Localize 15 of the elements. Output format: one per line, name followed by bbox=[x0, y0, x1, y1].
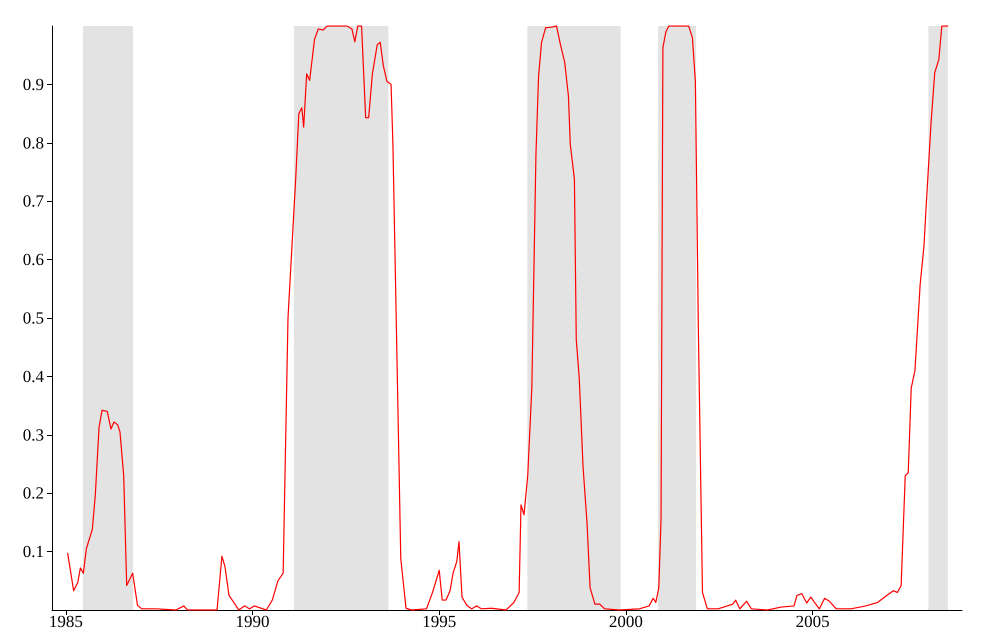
y-tick-label: 0.5 bbox=[22, 308, 44, 328]
x-tick-label: 1985 bbox=[48, 612, 83, 631]
y-tick-label: 0.7 bbox=[22, 192, 44, 211]
y-tick-label: 0.1 bbox=[22, 542, 44, 562]
y-tick-label: 0.2 bbox=[22, 484, 44, 503]
line-series bbox=[67, 25, 948, 611]
y-tick-label: 0.3 bbox=[22, 425, 44, 444]
x-tick-label: 2005 bbox=[796, 612, 830, 631]
x-tick-label: 2000 bbox=[608, 612, 643, 631]
y-tick-label: 0.8 bbox=[22, 133, 44, 152]
x-tick-label: 1990 bbox=[236, 612, 270, 631]
x-tick-label: 1995 bbox=[422, 612, 456, 631]
y-tick-label: 0.4 bbox=[22, 366, 44, 386]
y-tick-label: 0.6 bbox=[22, 250, 44, 270]
y-tick-label: 0.9 bbox=[22, 74, 44, 94]
